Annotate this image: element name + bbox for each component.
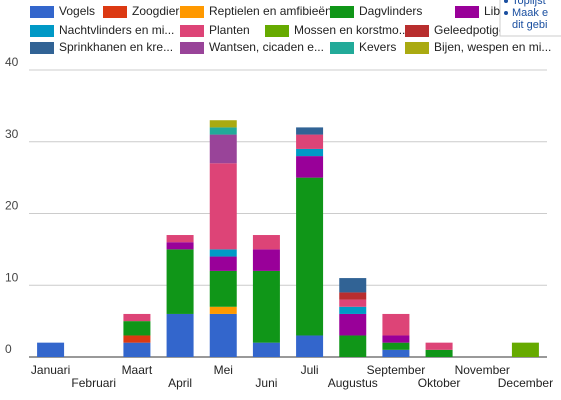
legend-label: Zoogdieren (132, 4, 193, 18)
bar-segment (382, 342, 410, 350)
bar-segment (339, 292, 367, 300)
bar-segment (209, 270, 237, 307)
bar-segment (209, 249, 237, 257)
bar-segment (296, 177, 324, 336)
popup-bullet (504, 0, 508, 3)
legend-swatch (330, 6, 354, 18)
legend-swatch (265, 25, 289, 37)
bar-segment (511, 342, 539, 357)
bar-segment (339, 313, 367, 336)
bar-segment (425, 342, 453, 350)
bar-segment (339, 278, 367, 293)
legend-swatch (30, 42, 54, 54)
bar-segment (123, 313, 151, 322)
bar-segment (382, 349, 410, 357)
bar-segment (425, 349, 453, 357)
y-tick-label: 20 (5, 199, 19, 213)
legend-label: Geleedpotige (434, 23, 506, 37)
bar-segment (123, 335, 151, 343)
x-tick-label: December (498, 376, 553, 390)
bar-segment (252, 235, 280, 250)
bar-segment (339, 299, 367, 307)
bar-segment (166, 242, 194, 250)
popup-line: dit gebi (512, 19, 547, 31)
x-tick-label: November (455, 363, 510, 377)
legend-swatch (180, 6, 204, 18)
popup-line: Maak e (512, 7, 548, 19)
bar-segment (252, 249, 280, 271)
x-tick-label: Januari (31, 363, 70, 377)
legend-label: Planten (209, 23, 250, 37)
y-tick-label: 10 (5, 270, 19, 284)
x-tick-label: Maart (122, 363, 153, 377)
legend-swatch (30, 25, 54, 37)
bar-segment (296, 127, 324, 135)
bar-segment (209, 120, 237, 128)
popup-bullet (504, 11, 508, 15)
x-tick-label: Oktober (418, 376, 461, 390)
bar-segment (382, 335, 410, 343)
bar-segment (339, 335, 367, 357)
bar-segment (209, 313, 237, 357)
bar-segment (252, 270, 280, 343)
popup-line: Toplijst (512, 0, 546, 7)
legend-label: Lib (484, 4, 500, 18)
x-tick-label: Februari (71, 376, 116, 390)
legend-swatch (330, 42, 354, 54)
bar-segment (252, 342, 280, 357)
legend-label: Dagvlinders (359, 4, 422, 18)
x-tick-label: April (168, 376, 192, 390)
x-tick-label: Mei (214, 363, 233, 377)
x-tick-label: September (367, 363, 426, 377)
legend-swatch (180, 42, 204, 54)
y-tick-label: 0 (5, 342, 12, 356)
bar-segment (209, 134, 237, 164)
bar-segment (296, 156, 324, 178)
legend-swatch (30, 6, 54, 18)
bar-segment (209, 127, 237, 135)
x-tick-label: Juni (255, 376, 277, 390)
bar-segment (37, 342, 65, 357)
y-tick-label: 30 (5, 127, 19, 141)
legend-label: Nachtvlinders en mi... (59, 23, 174, 37)
x-tick-label: Augustus (328, 376, 378, 390)
legend-label: Wantsen, cicaden e... (209, 40, 324, 54)
bar-segment (209, 256, 237, 271)
bar-segment (123, 321, 151, 336)
legend-swatch (455, 6, 479, 18)
x-tick-label: Juli (301, 363, 319, 377)
bar-segment (296, 134, 324, 149)
y-tick-label: 40 (5, 55, 19, 69)
bar-segment (166, 249, 194, 314)
legend-swatch (103, 6, 127, 18)
bar-segment (382, 313, 410, 336)
popup (499, 0, 561, 37)
bar-segment (296, 148, 324, 157)
bar-segment (296, 335, 324, 357)
bar-segment (339, 306, 367, 314)
legend-swatch (180, 25, 204, 37)
legend-label: Sprinkhanen en kre... (59, 40, 173, 54)
bar-segment (166, 313, 194, 357)
legend-label: Reptielen en amfibieën (209, 4, 332, 18)
bar-segment (123, 342, 151, 357)
bar-segment (209, 306, 237, 314)
legend-label: Kevers (359, 40, 396, 54)
bar-segment (166, 235, 194, 243)
legend-swatch (405, 42, 429, 54)
legend-swatch (405, 25, 429, 37)
bar-segment (209, 163, 237, 250)
legend-label: Vogels (59, 4, 95, 18)
legend-label: Bijen, wespen en mi... (434, 40, 551, 54)
legend-label: Mossen en korstmo... (294, 23, 409, 37)
